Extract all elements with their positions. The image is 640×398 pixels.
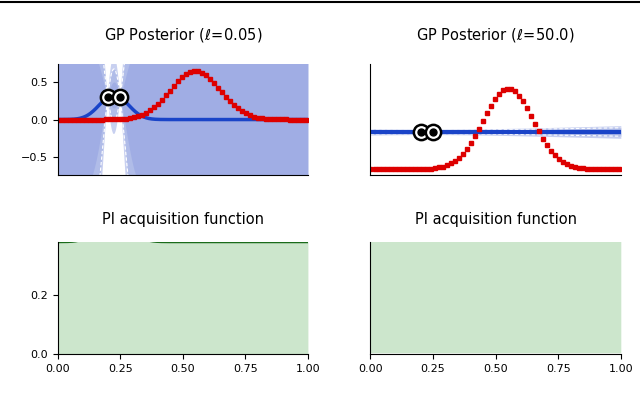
Text: GP Posterior ($\ell\!=\!0.05$): GP Posterior ($\ell\!=\!0.05$): [104, 26, 262, 44]
Text: PI acquisition function: PI acquisition function: [415, 212, 577, 226]
Text: PI acquisition function: PI acquisition function: [102, 212, 264, 226]
Text: GP Posterior ($\ell\!=\!50.0$): GP Posterior ($\ell\!=\!50.0$): [417, 26, 575, 44]
